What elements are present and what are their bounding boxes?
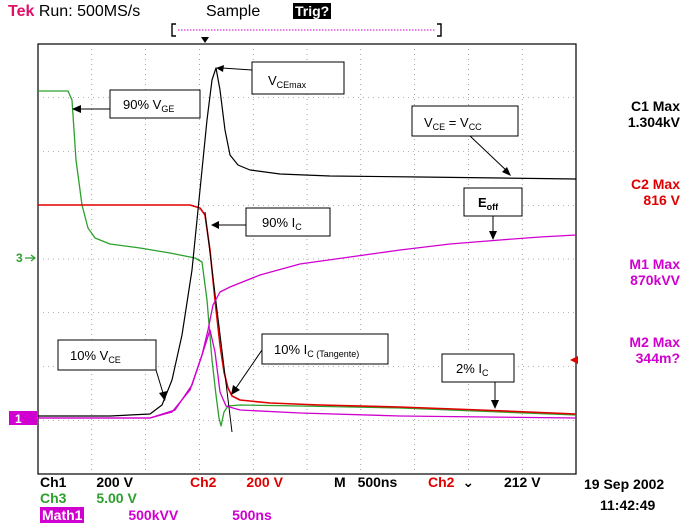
- measurement-label: C1 Max: [630, 98, 680, 114]
- graticule-grid: [38, 44, 576, 474]
- tangent-line: [204, 211, 233, 433]
- svg-text:90% IC: 90% IC: [262, 215, 302, 232]
- math-power-waveform: [38, 329, 577, 419]
- measurement-value: 816 V: [643, 192, 680, 208]
- svg-text:2% IC: 2% IC: [456, 361, 489, 378]
- ch3-ground-marker: 3: [16, 251, 36, 265]
- ch2-scale: 200 V: [246, 474, 283, 490]
- measurement-m2-max: M2 Max 344m?: [570, 334, 680, 366]
- run-status: Run: 500MS/s: [38, 3, 141, 20]
- ch3-waveform: [38, 90, 577, 427]
- math-energy-waveform: [38, 234, 577, 419]
- timebase-setting: M 500ns: [334, 474, 397, 490]
- measurement-value: 344m?: [635, 350, 680, 366]
- svg-text:1: 1: [15, 412, 22, 426]
- measurement-label: M2 Max: [629, 334, 680, 350]
- ch1-name: Ch1: [40, 474, 67, 490]
- math-scale: 500kVV: [128, 507, 179, 523]
- svg-text:10% VCE: 10% VCE: [70, 348, 121, 365]
- measurement-m1-max: M1 Max 870kVV: [570, 256, 680, 288]
- ch2-name: Ch2: [190, 474, 217, 490]
- math-name: Math1: [40, 507, 85, 523]
- trigger-level-marker: [570, 356, 578, 364]
- svg-text:VCEmax: VCEmax: [268, 73, 307, 90]
- label-eoff: Eoff: [463, 187, 523, 240]
- ch1-setting: Ch1 200 V: [40, 474, 133, 490]
- math-time: 500ns: [232, 507, 272, 523]
- ch3-scale: 5.00 V: [96, 490, 137, 506]
- measurement-label: C2 Max: [630, 176, 680, 192]
- svg-text:Eoff: Eoff: [478, 195, 499, 212]
- trigger-level: 212 V: [503, 474, 541, 490]
- measurement-c1-max: C1 Max 1.304kV: [570, 98, 680, 130]
- trigger-setting: Ch2 ⌄ 212 V: [428, 474, 541, 491]
- ch3-setting: Ch3 5.00 V: [40, 490, 137, 506]
- svg-text:VCE = VCC: VCE = VCC: [424, 115, 482, 132]
- svg-text:90% VGE: 90% VGE: [123, 97, 174, 114]
- brand-logo: Tek: [8, 3, 35, 20]
- ch2-setting: Ch2 200 V: [190, 474, 283, 490]
- measurement-value: 870kVV: [630, 272, 680, 288]
- acquisition-mode: Sample: [206, 3, 261, 20]
- date-display: 19 Sep 2002: [584, 476, 665, 492]
- time-display: 11:42:49: [600, 497, 656, 513]
- label-ic-2: 2% IC: [441, 353, 515, 409]
- measurement-label: M1 Max: [629, 256, 680, 272]
- timebase-label: M: [334, 474, 346, 490]
- ch1-ground-marker: 1: [9, 411, 37, 426]
- label-ic-90: 90% IC: [211, 207, 331, 237]
- svg-text:3: 3: [16, 251, 23, 265]
- record-view-bracket: [171, 23, 442, 37]
- ch1-scale: 200 V: [96, 474, 133, 490]
- math-setting: Math1 500kVV 500ns: [40, 507, 272, 523]
- label-vce-max: VCEmax: [216, 61, 345, 95]
- trigger-status: Trig?: [293, 3, 332, 21]
- trigger-position-marker: [201, 37, 209, 43]
- ch3-name: Ch3: [40, 490, 67, 506]
- measurement-c2-max: C2 Max 816 V: [570, 176, 680, 208]
- label-vge-90: 90% VGE: [72, 89, 201, 119]
- trigger-status-badge: Trig?: [293, 3, 332, 19]
- trigger-source: Ch2: [428, 474, 455, 490]
- svg-text:10% IC (Tangente): 10% IC (Tangente): [274, 342, 359, 359]
- timebase-value: 500ns: [357, 474, 398, 490]
- label-ic-10-tangente: 10% IC (Tangente): [231, 333, 389, 395]
- label-vce-vcc: VCE = VCC: [411, 105, 519, 176]
- header-bar: Tek Run: 500MS/s: [8, 3, 140, 21]
- label-vce-10: 10% VCE: [57, 339, 167, 401]
- measurement-value: 1.304kV: [627, 114, 680, 130]
- trigger-slope-icon: ⌄: [462, 474, 475, 490]
